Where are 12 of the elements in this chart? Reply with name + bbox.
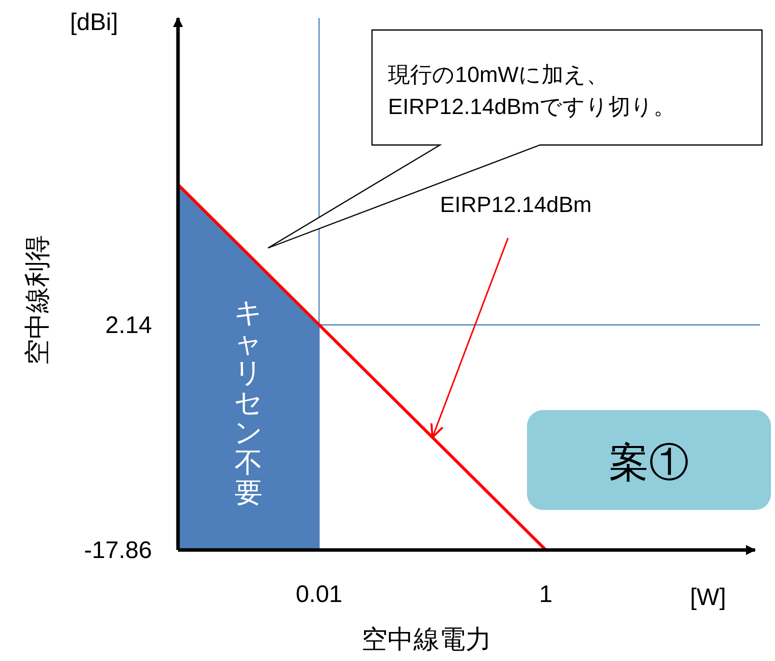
text: [W]	[690, 584, 726, 611]
annotation: EIRP12.14dBm	[440, 192, 592, 217]
x-axis-title: 空中線電力	[362, 624, 492, 654]
annotation: 現行の10mWに加え、 EIRP12.14dBmですり切り。	[388, 62, 676, 119]
y-tick-label: 2.14	[105, 312, 152, 339]
y-tick-label: -17.86	[84, 537, 152, 564]
x-tick-label: 1	[539, 581, 552, 608]
x-tick-label: 0.01	[296, 581, 342, 608]
text: [dBi]	[70, 9, 118, 36]
series-label: キャリセン不要	[234, 297, 264, 508]
y-axis-title: 空中線利得	[22, 235, 52, 365]
annotation: 案①	[609, 441, 689, 485]
